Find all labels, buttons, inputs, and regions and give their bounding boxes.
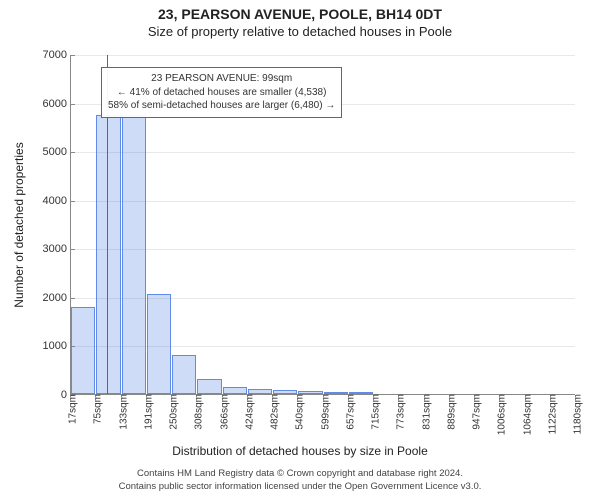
y-tick-label: 6000: [43, 98, 71, 110]
histogram-bar: [223, 387, 247, 394]
y-tick-label: 2000: [43, 292, 71, 304]
y-tick-label: 5000: [43, 146, 71, 158]
callout-line: 23 PEARSON AVENUE: 99sqm: [108, 72, 335, 86]
gridline: [71, 249, 575, 250]
x-tick-label: 715sqm: [367, 394, 382, 430]
footer-line-1: Contains HM Land Registry data © Crown c…: [0, 468, 600, 481]
gridline: [71, 55, 575, 56]
y-tick-label: 1000: [43, 340, 71, 352]
y-axis-label: Number of detached properties: [12, 142, 26, 307]
gridline: [71, 152, 575, 153]
x-tick-label: 889sqm: [442, 394, 457, 430]
x-tick-label: 831sqm: [417, 394, 432, 430]
x-tick-label: 1122sqm: [543, 394, 558, 434]
x-tick-label: 424sqm: [240, 394, 255, 430]
x-tick-label: 1006sqm: [493, 394, 508, 435]
chart-title-sub: Size of property relative to detached ho…: [0, 22, 600, 39]
x-tick-label: 540sqm: [291, 394, 306, 430]
histogram-bar: [147, 294, 171, 394]
chart-footer: Contains HM Land Registry data © Crown c…: [0, 468, 600, 494]
plot-rect: 0100020003000400050006000700017sqm75sqm1…: [70, 55, 575, 395]
x-tick-label: 250sqm: [165, 394, 180, 430]
chart-title-main: 23, PEARSON AVENUE, POOLE, BH14 0DT: [0, 0, 600, 22]
y-tick-label: 7000: [43, 49, 71, 61]
y-tick-label: 4000: [43, 195, 71, 207]
x-tick-label: 1180sqm: [569, 394, 584, 434]
histogram-bar: [71, 307, 95, 394]
x-tick-label: 773sqm: [392, 394, 407, 430]
x-axis-label: Distribution of detached houses by size …: [0, 444, 600, 458]
chart-plot-area: 0100020003000400050006000700017sqm75sqm1…: [70, 55, 575, 395]
x-tick-label: 482sqm: [266, 394, 281, 430]
x-tick-label: 133sqm: [114, 394, 129, 430]
x-tick-label: 366sqm: [215, 394, 230, 430]
x-tick-label: 75sqm: [89, 394, 104, 424]
x-tick-label: 17sqm: [64, 394, 79, 424]
histogram-bar: [96, 115, 120, 394]
gridline: [71, 201, 575, 202]
x-tick-label: 1064sqm: [518, 394, 533, 435]
callout-line: ← 41% of detached houses are smaller (4,…: [108, 86, 335, 100]
x-tick-label: 191sqm: [139, 394, 154, 430]
property-callout: 23 PEARSON AVENUE: 99sqm← 41% of detache…: [101, 67, 342, 118]
x-tick-label: 657sqm: [341, 394, 356, 430]
x-tick-label: 947sqm: [468, 394, 483, 430]
x-tick-label: 308sqm: [190, 394, 205, 430]
footer-line-2: Contains public sector information licen…: [0, 481, 600, 494]
y-tick-label: 3000: [43, 243, 71, 255]
histogram-bar: [197, 379, 221, 394]
x-tick-label: 599sqm: [316, 394, 331, 430]
callout-line: 58% of semi-detached houses are larger (…: [108, 99, 335, 113]
histogram-bar: [172, 355, 196, 394]
histogram-bar: [122, 115, 146, 394]
